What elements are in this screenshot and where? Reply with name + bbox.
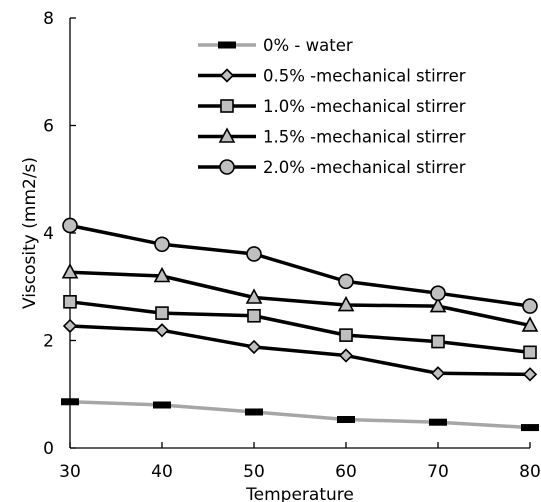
data-point [62, 217, 78, 234]
legend-label: 2.0% -mechanical stirrer [263, 158, 466, 177]
data-point [339, 328, 353, 342]
data-point [523, 345, 537, 360]
legend-label: 0% - water [263, 36, 353, 55]
legend: 0% - water 0.5% -mechanical stirrer 1.0% -… [198, 36, 466, 177]
data-point [61, 398, 79, 406]
series-layer [61, 217, 539, 432]
data-point [153, 401, 171, 409]
data-point [522, 298, 538, 314]
y-axis-title: Viscosity (mm2/s) [20, 157, 40, 309]
data-point [430, 285, 446, 302]
data-point [246, 246, 262, 262]
data-point [338, 273, 354, 290]
data-point [154, 236, 170, 253]
series-2 [63, 294, 537, 360]
data-point [521, 316, 539, 332]
data-point [62, 318, 78, 334]
legend-entry: 1.0% -mechanical stirrer [198, 97, 466, 116]
x-tick-label: 30 [59, 462, 81, 482]
data-point [61, 263, 79, 279]
y-tick-label: 8 [43, 9, 54, 29]
legend-entry: 1.5% -mechanical stirrer [198, 127, 466, 147]
y-tick-label: 2 [43, 332, 54, 352]
data-point [338, 348, 354, 363]
series-3 [61, 263, 539, 332]
x-tick-label: 60 [335, 462, 357, 482]
series-line [69, 270, 531, 328]
series-line [69, 223, 531, 308]
y-tick-label: 4 [43, 224, 54, 244]
series-4 [62, 217, 538, 314]
x-tick-label: 40 [151, 462, 173, 482]
data-point [429, 418, 447, 426]
data-point [63, 294, 77, 309]
data-point [337, 416, 355, 424]
data-point [153, 266, 171, 283]
x-axis-title: Temperature [245, 485, 354, 502]
x-tick-label: 50 [243, 462, 265, 482]
legend-marker [218, 41, 236, 49]
ticks: 0 2 4 6 8 30 40 50 60 70 80 [43, 9, 541, 482]
legend-entry: 0% - water [198, 36, 353, 55]
legend-entry: 2.0% -mechanical stirrer [198, 158, 466, 177]
series-line [69, 324, 531, 377]
legend-label: 1.5% -mechanical stirrer [263, 128, 466, 147]
y-tick-label: 6 [43, 117, 54, 137]
x-tick-label: 80 [519, 462, 541, 482]
series-line [69, 400, 531, 430]
series-line [69, 300, 531, 355]
legend-marker [220, 99, 234, 113]
legend-marker [218, 127, 236, 143]
data-point [247, 308, 261, 323]
data-point [430, 366, 446, 381]
data-point [337, 295, 355, 312]
data-point [245, 408, 263, 416]
legend-label: 0.5% -mechanical stirrer [263, 67, 466, 86]
legend-entry: 0.5% -mechanical stirrer [198, 67, 466, 86]
legend-marker [219, 68, 235, 83]
series-1 [62, 318, 538, 382]
data-point [245, 288, 263, 304]
legend-label: 1.0% -mechanical stirrer [263, 97, 466, 116]
data-point [521, 424, 539, 432]
legend-marker [219, 159, 235, 175]
data-point [246, 339, 262, 355]
series-0 [61, 398, 539, 432]
data-point [154, 323, 170, 338]
data-point [429, 296, 447, 313]
x-tick-label: 70 [427, 462, 449, 482]
data-point [431, 334, 445, 349]
data-point [155, 306, 169, 320]
data-point [522, 367, 538, 382]
y-tick-label: 0 [43, 439, 54, 459]
